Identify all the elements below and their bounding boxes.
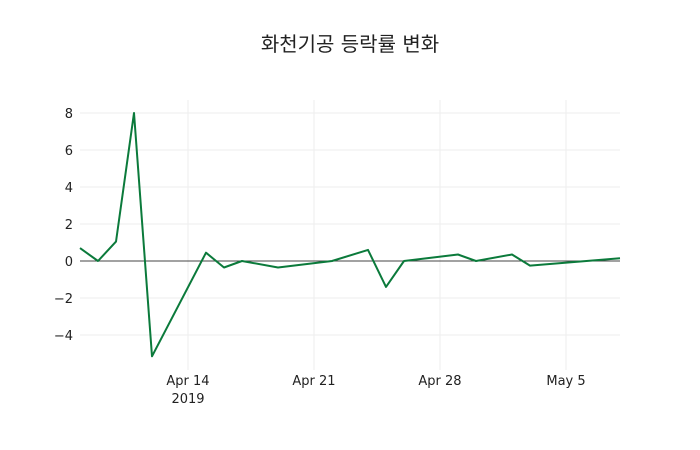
x-tick-label: Apr 28: [418, 374, 461, 389]
y-tick-label: 6: [65, 144, 73, 159]
y-tick-label: 4: [65, 181, 73, 196]
y-tick-label: 2: [65, 218, 73, 233]
series-line: [79, 112, 621, 358]
y-axis-ticks: 8 6 4 2 0 −2 −4: [54, 107, 73, 344]
y-tick-label: −2: [54, 292, 73, 307]
y-tick-label: −4: [54, 329, 73, 344]
x-tick-label: Apr 21: [292, 374, 335, 389]
x-tick-year-label: 2019: [171, 392, 204, 407]
x-tick-label: Apr 14: [166, 374, 209, 389]
grid-lines: [80, 100, 620, 370]
y-tick-label: 0: [65, 255, 73, 270]
x-tick-label: May 5: [546, 374, 585, 389]
y-tick-label: 8: [65, 107, 73, 122]
x-axis-ticks: Apr 14 2019 Apr 21 Apr 28 May 5: [166, 374, 585, 407]
chart-title: 화천기공 등락률 변화: [260, 32, 440, 56]
